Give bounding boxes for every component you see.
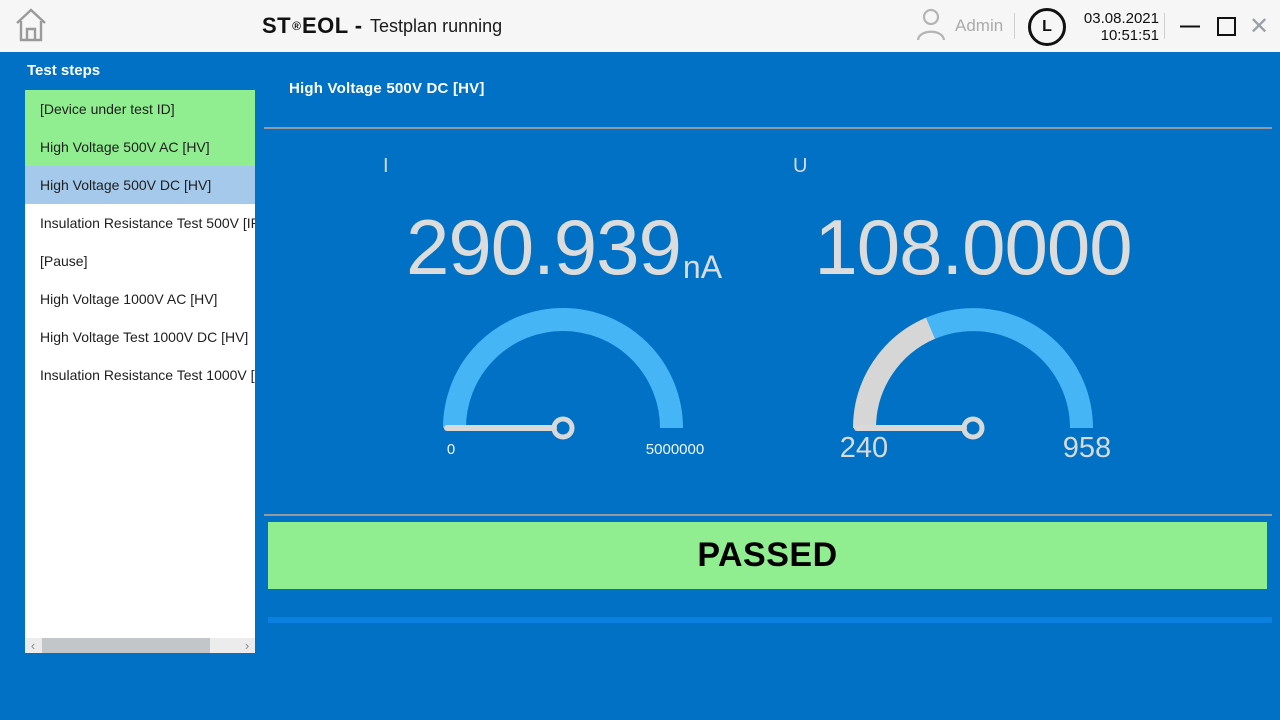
gauge-current-unit: nA (682, 249, 723, 285)
brand-name-suffix: EOL (301, 13, 349, 38)
progress-line (268, 617, 1272, 623)
gauge-current-min: 0 (446, 441, 456, 458)
maximize-icon (1216, 16, 1236, 36)
gauge-voltage-dial (853, 308, 1093, 440)
datetime: 03.08.2021 10:51:51 (1075, 10, 1159, 44)
home-icon (14, 6, 48, 49)
gauge-current: I 290.939nA 0 5000000 (363, 140, 763, 470)
user-icon (916, 7, 946, 46)
gauge-current-value-row: 290.939nA (363, 202, 763, 293)
test-step-item[interactable]: High Voltage 1000V AC [HV] (40, 291, 218, 307)
testplan-status: Testplan running (370, 15, 503, 36)
title-separator: - (354, 13, 363, 38)
time-label: 10:51:51 (1100, 27, 1159, 44)
user-name: Admin (955, 16, 1004, 35)
date-label: 03.08.2021 (1083, 10, 1159, 27)
gauge-voltage-value-row: 108.0000 (773, 202, 1173, 293)
test-step-item[interactable]: High Voltage Test 1000V DC [HV] (40, 329, 249, 345)
app-title: ST ® EOL - Testplan running (262, 0, 502, 52)
titlebar-divider-2 (1164, 13, 1165, 39)
test-steps-header: Test steps (27, 62, 101, 79)
gauge-current-max: 5000000 (645, 441, 705, 458)
gauge-voltage-max: 958 (1062, 432, 1112, 464)
gauge-voltage: U 108.0000 240 958 (773, 140, 1173, 470)
test-step-item[interactable]: High Voltage 500V DC [HV] (25, 166, 255, 204)
divider-middle (264, 514, 1272, 516)
result-banner: PASSED (268, 522, 1267, 589)
gauge-needle-hub (961, 416, 985, 440)
test-step-item[interactable]: [Pause] (40, 253, 88, 269)
brand-name: ST (262, 13, 292, 38)
horizontal-scrollbar[interactable]: ‹ › (25, 638, 255, 653)
registered-mark: ® (292, 19, 301, 33)
minimize-button[interactable]: — (1180, 14, 1200, 37)
test-steps-container: [Device under test ID] High Voltage 500V … (25, 90, 255, 394)
scroll-right-icon[interactable]: › (244, 638, 250, 653)
scroll-left-icon[interactable]: ‹ (30, 638, 36, 653)
titlebar-divider (1014, 13, 1015, 39)
gauge-voltage-value: 108.0000 (814, 203, 1132, 291)
page-title: High Voltage 500V DC [HV] (289, 80, 485, 97)
maximize-button[interactable] (1208, 0, 1244, 52)
gauge-current-value: 290.939 (405, 203, 682, 291)
gauge-current-label: I (383, 155, 389, 177)
gauge-voltage-label: U (793, 155, 808, 177)
clock-block: L 03.08.2021 10:51:51 (1028, 8, 1159, 46)
test-step-item[interactable]: Insulation Resistance Test 1000V [I (40, 367, 255, 383)
test-step-item[interactable]: [Device under test ID] (25, 90, 255, 128)
home-button[interactable] (10, 7, 52, 47)
test-step-item[interactable]: Insulation Resistance Test 500V [IR (40, 215, 255, 231)
gauge-needle-hub (551, 416, 575, 440)
gauge-current-dial (443, 308, 683, 440)
divider-top (264, 127, 1272, 129)
test-steps-list: [Device under test ID] High Voltage 500V … (25, 90, 255, 653)
test-step-item[interactable]: High Voltage 500V AC [HV] (25, 128, 255, 166)
gauge-voltage-min: 240 (839, 432, 889, 464)
scrollbar-thumb[interactable] (42, 638, 210, 653)
user-menu[interactable]: Admin (916, 6, 1003, 46)
clock-icon: L (1028, 8, 1066, 46)
result-text: PASSED (697, 536, 838, 574)
titlebar: ST ® EOL - Testplan running Admin L 03.08.… (0, 0, 1280, 52)
close-button[interactable]: ✕ (1248, 12, 1270, 40)
